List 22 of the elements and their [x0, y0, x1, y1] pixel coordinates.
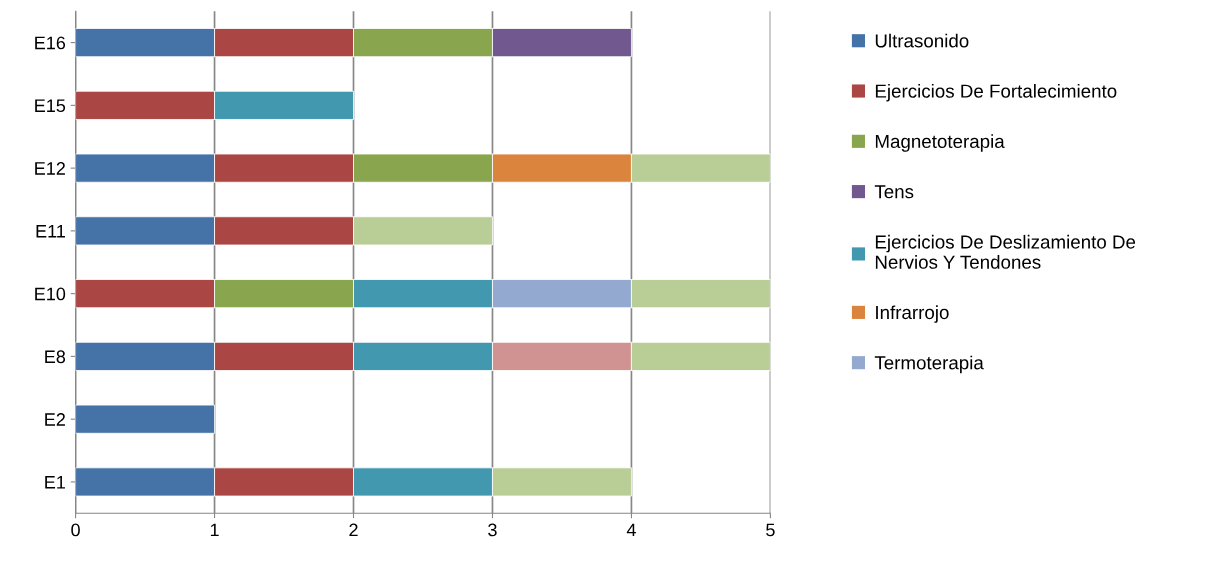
legend-label: Ejercicios De Fortalecimiento	[875, 84, 1117, 102]
y-tick-label: E16	[35, 36, 66, 50]
y-tick-label: E1	[45, 476, 65, 489]
y-tick-label: E11	[36, 225, 65, 238]
x-tick-label: 3	[488, 523, 497, 537]
x-tick-label: 2	[349, 523, 358, 537]
y-tick-label: E10	[35, 287, 66, 301]
x-tick-label: 0	[71, 523, 80, 537]
legend-label: Ejercicios De Deslizamiento De Nervios Y Tendones	[875, 234, 1136, 269]
bar	[75, 404, 215, 434]
y-tick-label: E15	[35, 99, 66, 113]
legend-label: Infrarrojo	[876, 305, 949, 323]
legend-label: Magnetoterapia	[875, 134, 1005, 152]
x-tick-label: 1	[210, 523, 219, 537]
legend-label: Termoterapia	[874, 355, 984, 374]
x-tick-label: 4	[626, 523, 636, 537]
y-tick-label: E12	[35, 162, 65, 175]
legend-label: Ultrasonido	[875, 33, 969, 48]
x-tick-label: 5	[766, 523, 775, 537]
legend-label: Tens	[874, 185, 914, 199]
y-tick-label: E2	[45, 413, 65, 426]
y-tick-label: E8	[45, 350, 66, 364]
